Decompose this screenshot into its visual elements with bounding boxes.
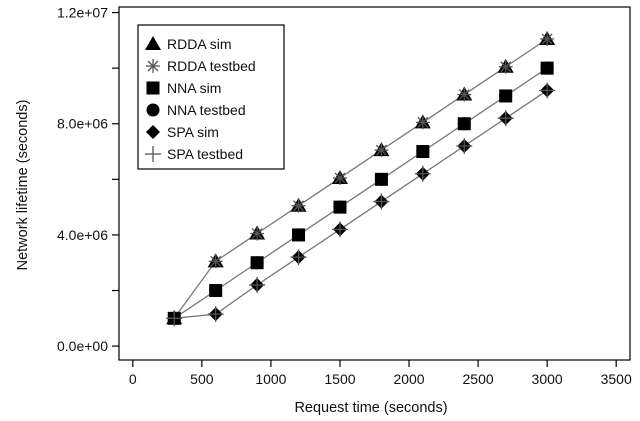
legend-label: NNA sim [167, 80, 221, 96]
series-markers [166, 30, 556, 327]
data-point-5 [249, 276, 266, 293]
legend-label: RDDA testbed [167, 58, 256, 74]
x-tick-label: 3000 [532, 371, 563, 387]
y-tick-label: 8.0e+06 [57, 116, 108, 132]
data-point-3 [292, 228, 306, 242]
legend-marker [146, 81, 160, 95]
y-axis-label: Network lifetime (seconds) [15, 100, 31, 271]
data-point-5 [290, 249, 307, 266]
data-point-1 [374, 143, 389, 158]
legend-marker [146, 59, 160, 73]
legend-label: SPA sim [167, 124, 219, 140]
y-axis: 0.0e+00 4.0e+06 8.0e+06 1.2e+07 [57, 5, 119, 354]
series-line-0 [173, 38, 548, 319]
data-point-1 [498, 59, 513, 74]
x-tick-label: 3500 [601, 371, 632, 387]
data-point-5 [207, 306, 224, 323]
x-tick-label: 2000 [393, 371, 424, 387]
data-point-5 [414, 165, 431, 182]
data-point-5 [331, 221, 348, 238]
data-point-1 [415, 115, 430, 130]
data-point-3 [499, 89, 513, 103]
data-point-5 [539, 82, 556, 99]
x-tick-label: 1500 [324, 371, 355, 387]
series-lines [173, 38, 548, 319]
legend-marker [145, 36, 161, 50]
y-tick-label: 1.2e+07 [57, 5, 108, 21]
legend-label: RDDA sim [167, 36, 232, 52]
data-point-1 [291, 198, 306, 213]
data-point-1 [457, 87, 472, 102]
x-tick-label: 1000 [255, 371, 286, 387]
series-line-4 [174, 89, 548, 319]
y-tick-label: 0.0e+00 [57, 338, 108, 354]
x-axis: 0 500 1000 1500 2000 2500 3000 3500 [129, 360, 632, 387]
legend-box [137, 24, 285, 170]
data-point-1 [540, 31, 555, 46]
data-point-3 [457, 117, 471, 131]
data-point-3 [333, 200, 347, 214]
legend-marker [146, 103, 160, 117]
legend-marker [146, 125, 160, 139]
data-point-5 [166, 310, 183, 327]
data-point-5 [373, 193, 390, 210]
legend: RDDA sim RDDA testbed NNA sim NNA testbed SP… [137, 24, 285, 170]
x-tick-label: 2500 [463, 371, 494, 387]
legend-label: NNA testbed [167, 102, 246, 118]
legend-label: SPA testbed [167, 146, 243, 162]
y-tick-label: 4.0e+06 [57, 227, 108, 243]
data-point-3 [209, 284, 223, 298]
data-point-5 [497, 110, 514, 127]
data-point-3 [374, 172, 388, 186]
data-point-3 [416, 145, 430, 159]
data-point-3 [540, 61, 554, 75]
x-axis-label: Request time (seconds) [294, 400, 447, 416]
x-tick-label: 0 [129, 371, 137, 387]
series-line-2 [173, 67, 548, 319]
data-point-1 [208, 254, 223, 269]
data-point-1 [250, 226, 265, 241]
legend-marker [145, 146, 161, 162]
x-tick-label: 500 [190, 371, 214, 387]
data-point-1 [332, 170, 347, 185]
data-point-5 [456, 137, 473, 154]
data-point-3 [250, 256, 264, 270]
